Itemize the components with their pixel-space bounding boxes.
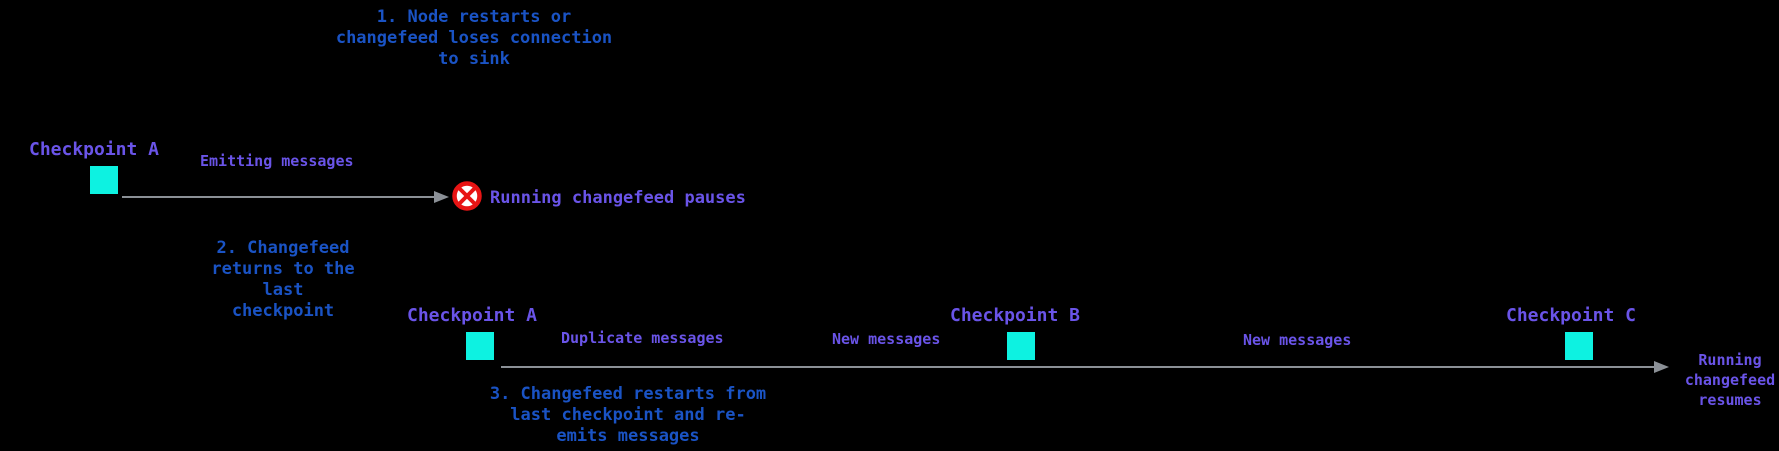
new-messages-label-1: New messages xyxy=(832,330,941,348)
step-1-note: 1. Node restarts or changefeed loses con… xyxy=(335,7,613,69)
timeline-1-arrowhead xyxy=(434,191,449,203)
checkpoint-c-label: Checkpoint C xyxy=(1505,305,1637,326)
checkpoint-b-label: Checkpoint B xyxy=(949,305,1081,326)
timeline-2-arrowhead xyxy=(1654,361,1669,373)
step-3-note: 3. Changefeed restarts from last checkpo… xyxy=(489,384,767,446)
emitting-messages-label: Emitting messages xyxy=(200,152,354,170)
timeline-1-line xyxy=(122,196,436,198)
resume-label: Running changefeed resumes xyxy=(1684,351,1776,409)
checkpoint-a-marker-1 xyxy=(90,166,118,194)
timeline-2-line xyxy=(501,366,1656,368)
checkpoint-a-label-1: Checkpoint A xyxy=(28,139,160,160)
checkpoint-a-label-2: Checkpoint A xyxy=(406,305,538,326)
step-2-note: 2. Changefeed returns to the last checkp… xyxy=(211,238,355,321)
checkpoint-a-marker-2 xyxy=(466,332,494,360)
checkpoint-c-marker xyxy=(1565,332,1593,360)
checkpoint-b-marker xyxy=(1007,332,1035,360)
x-circle-icon xyxy=(452,181,482,211)
duplicate-messages-label: Duplicate messages xyxy=(561,329,724,347)
pause-label: Running changefeed pauses xyxy=(490,188,746,208)
new-messages-label-2: New messages xyxy=(1243,331,1352,349)
